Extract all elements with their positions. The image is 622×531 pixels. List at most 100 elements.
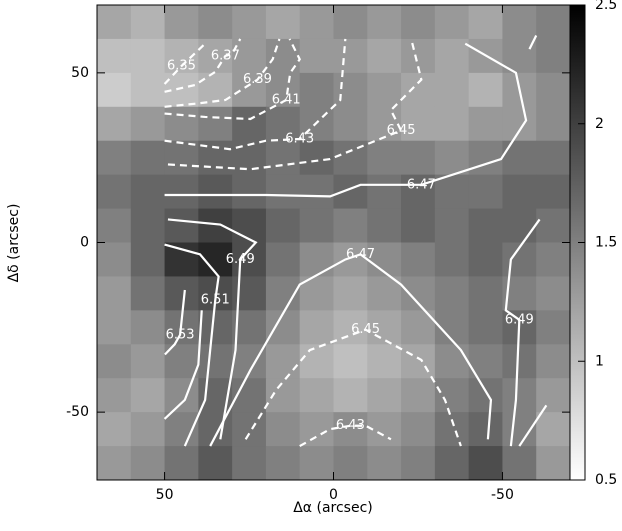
cell <box>536 412 571 447</box>
cell <box>265 446 301 481</box>
cell <box>536 38 571 74</box>
cell <box>333 378 368 413</box>
contour-label: 6.45 <box>387 123 416 138</box>
cell <box>434 344 470 379</box>
contour-label: 6.49 <box>505 312 534 327</box>
cell <box>434 412 470 447</box>
colorbar-tick-label: 2 <box>595 116 604 132</box>
cell <box>502 106 537 142</box>
cell <box>164 276 199 311</box>
cell <box>130 72 166 108</box>
cell <box>97 140 132 176</box>
cell <box>536 140 571 176</box>
contour-line <box>164 38 301 121</box>
contour-label: 6.51 <box>201 293 230 308</box>
cell <box>164 208 199 243</box>
cell <box>97 208 132 243</box>
cell <box>232 5 267 40</box>
cell <box>130 412 166 447</box>
cell <box>367 174 402 210</box>
cell <box>265 38 301 74</box>
x-axis-label: Δα (arcsec) <box>293 500 373 516</box>
cell <box>434 174 470 210</box>
cell <box>232 38 267 74</box>
contour-line <box>244 328 462 447</box>
cell <box>299 412 334 447</box>
cell <box>536 378 571 413</box>
cell <box>232 412 267 447</box>
contour-line <box>164 38 242 93</box>
cell <box>299 446 334 481</box>
y-axis-label: Δδ (arcsec) <box>6 204 22 283</box>
y-tick-label: 0 <box>80 235 89 251</box>
contour-line <box>167 38 423 171</box>
cell <box>401 378 436 413</box>
contour-line <box>164 289 186 356</box>
cell <box>536 72 571 108</box>
cell <box>97 310 132 345</box>
contour-line <box>518 404 548 447</box>
cell <box>333 72 368 108</box>
cell <box>299 378 334 413</box>
y-tick-label: -50 <box>66 404 89 420</box>
cell <box>401 242 436 277</box>
cell <box>299 208 334 243</box>
cell <box>367 140 402 176</box>
cell <box>164 412 199 447</box>
cell <box>468 378 503 413</box>
cell <box>130 310 166 345</box>
cell <box>97 378 132 413</box>
cell <box>468 276 503 311</box>
cell <box>232 208 267 243</box>
cell <box>198 412 233 447</box>
cell <box>97 412 132 447</box>
cell <box>265 174 301 210</box>
cell <box>536 208 571 243</box>
cell <box>97 446 132 481</box>
cell <box>367 276 402 311</box>
cell <box>164 5 199 40</box>
cell <box>536 344 571 379</box>
cell <box>97 72 132 108</box>
cell <box>401 72 436 108</box>
cell <box>265 208 301 243</box>
cell <box>130 140 166 176</box>
cell <box>367 72 402 108</box>
contour-label: 6.43 <box>285 132 314 147</box>
cell <box>97 174 132 210</box>
cell <box>468 310 503 345</box>
contour-line <box>504 218 541 447</box>
cell <box>130 378 166 413</box>
cell <box>333 412 368 447</box>
contour-label: 6.43 <box>336 418 365 433</box>
cell <box>367 446 402 481</box>
cell <box>130 106 166 142</box>
cell <box>299 344 334 379</box>
cell <box>434 378 470 413</box>
cell <box>130 5 166 40</box>
cell <box>164 140 199 176</box>
cell <box>164 106 199 142</box>
contour-label: 6.37 <box>211 48 240 63</box>
cell <box>401 174 436 210</box>
cell <box>130 446 166 481</box>
cell <box>333 174 368 210</box>
colorbar-tick-label: 1 <box>595 353 604 369</box>
cell <box>265 242 301 277</box>
cell <box>164 242 199 277</box>
cell <box>536 174 571 210</box>
contour-label: 6.39 <box>243 72 272 87</box>
cell <box>367 5 402 40</box>
cell <box>502 446 537 481</box>
cell <box>502 344 537 379</box>
contour-line <box>164 42 528 198</box>
cell <box>367 344 402 379</box>
cell <box>434 38 470 74</box>
cell <box>468 412 503 447</box>
cell <box>232 106 267 142</box>
cell <box>502 5 537 40</box>
cell <box>401 140 436 176</box>
cell <box>130 242 166 277</box>
cell <box>198 310 233 345</box>
cell <box>502 174 537 210</box>
